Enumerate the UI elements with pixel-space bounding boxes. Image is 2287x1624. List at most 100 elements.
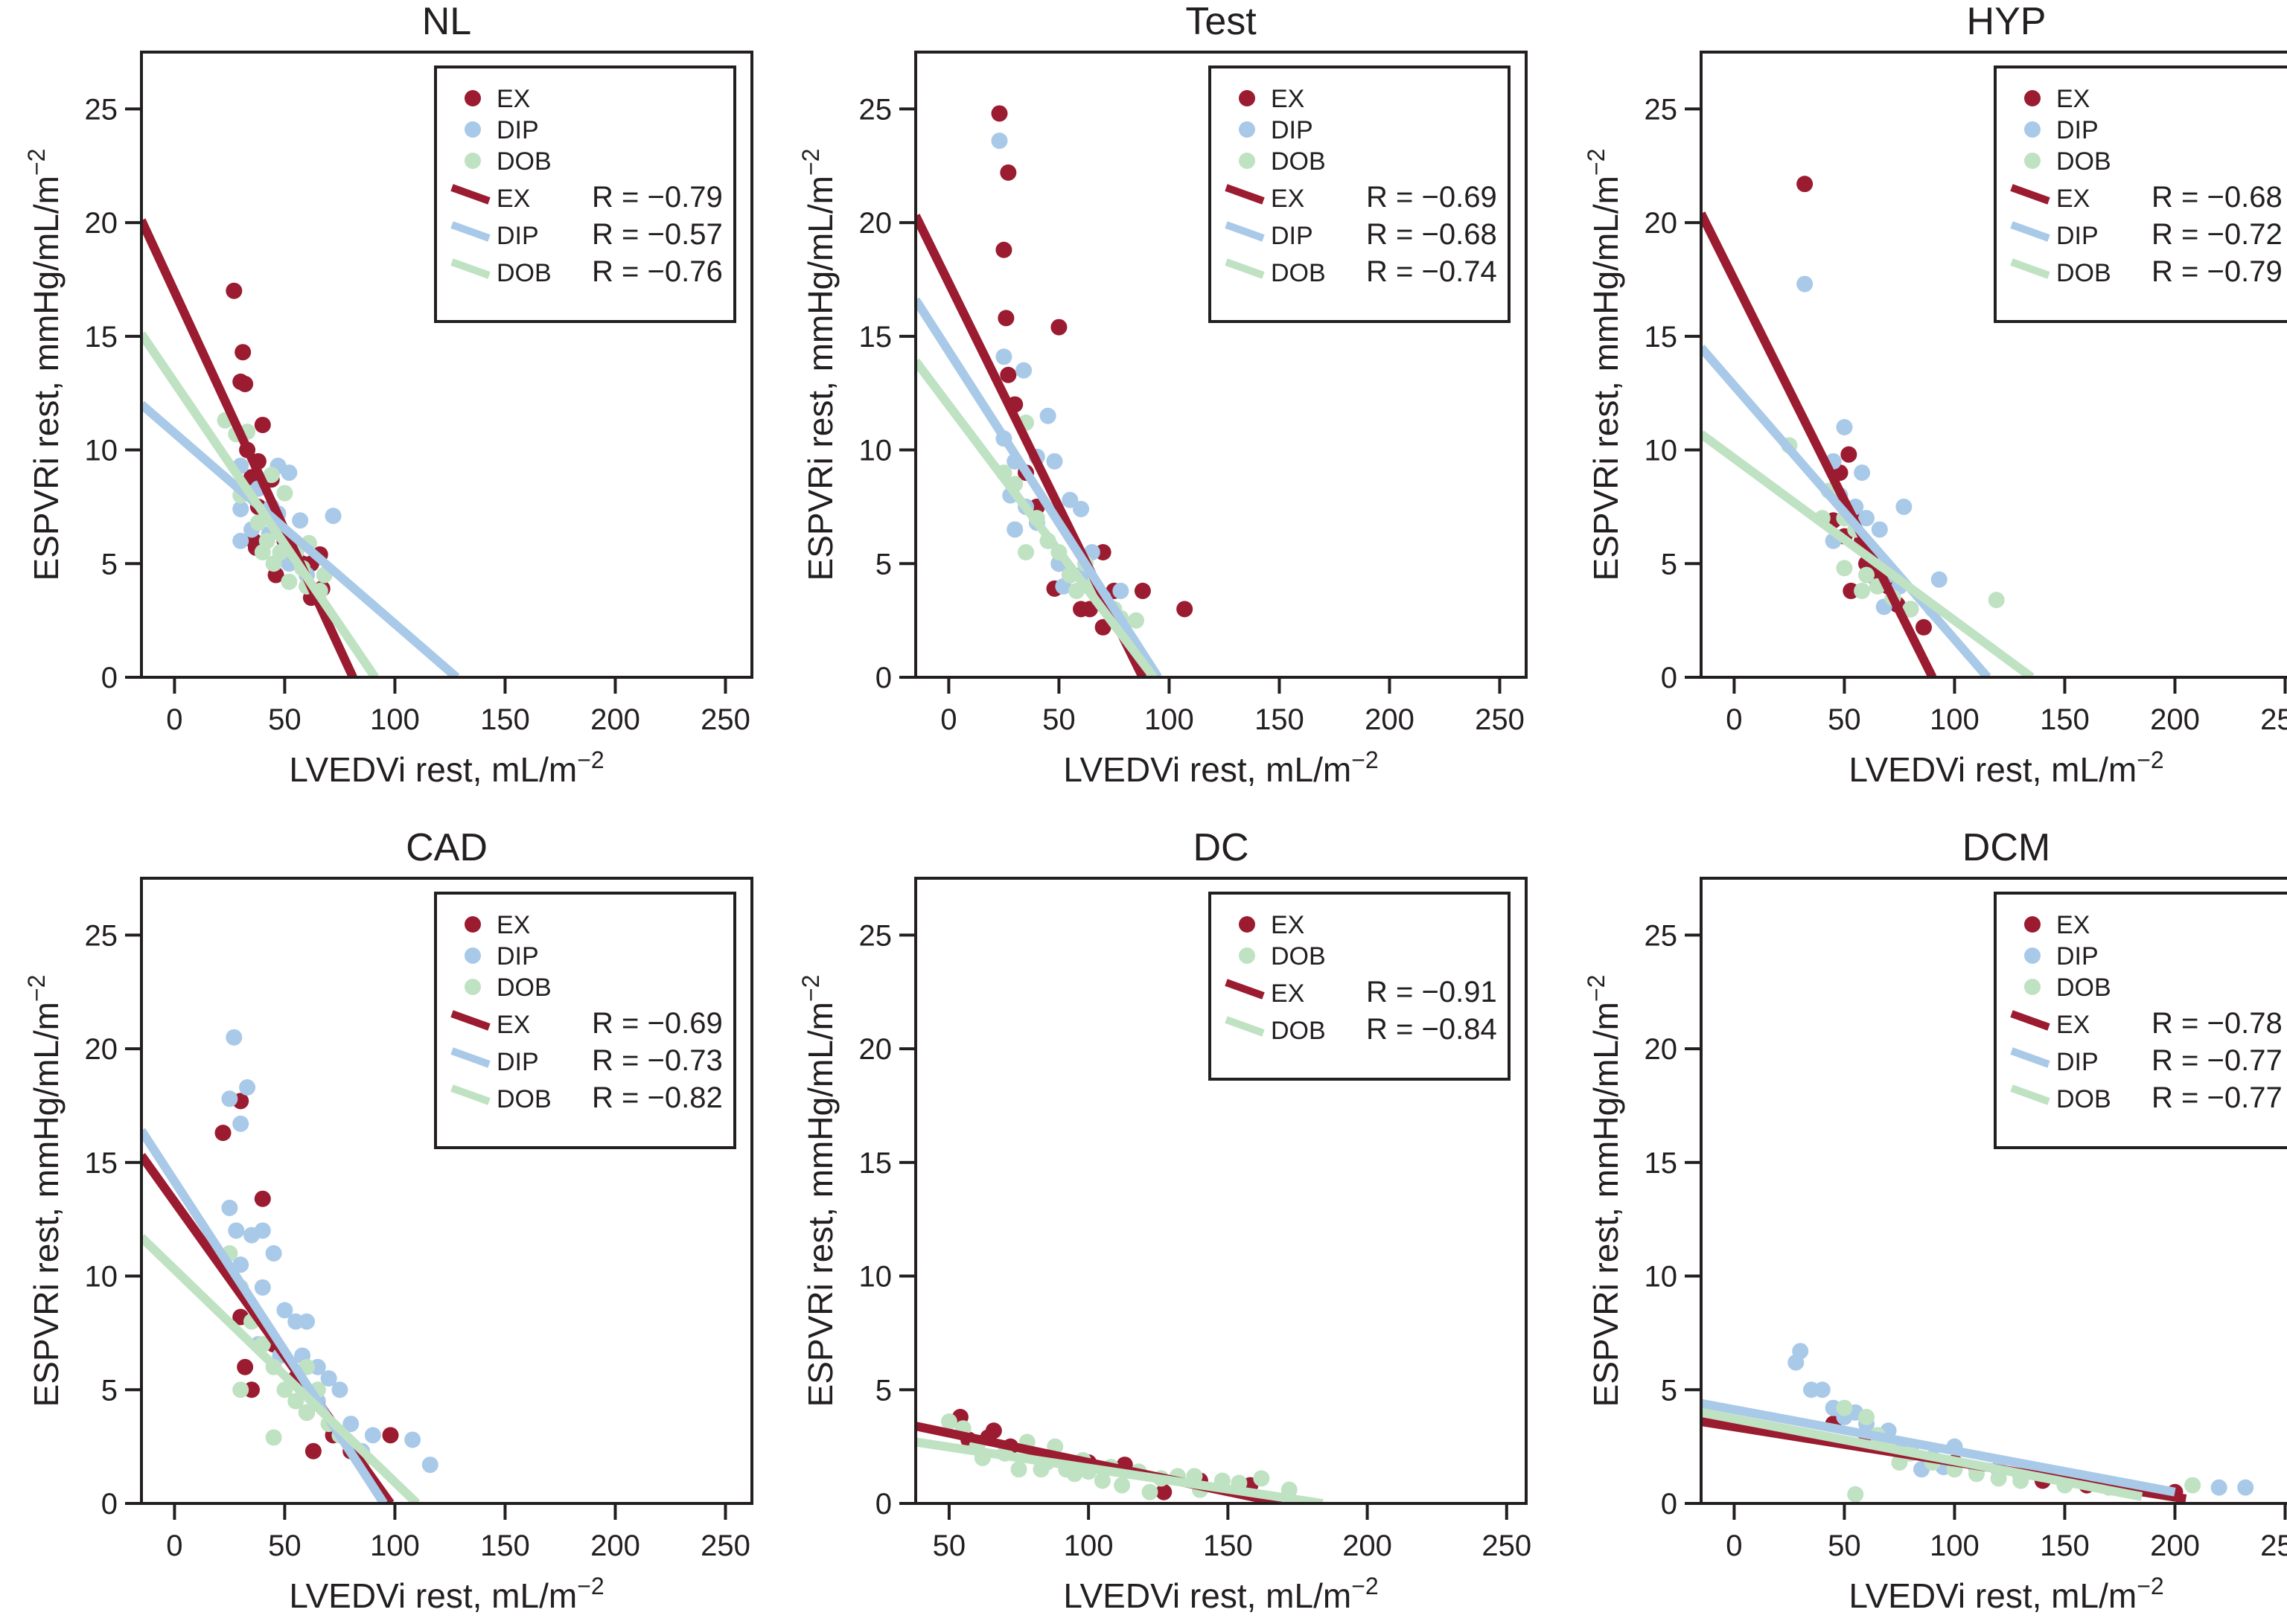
legend-r-value: R = −0.77: [2152, 1081, 2283, 1114]
data-point-dob: [276, 485, 293, 502]
plot-frame: [140, 877, 753, 1505]
x-axis-label: LVEDVi rest, mL/m−2: [1849, 747, 2163, 789]
data-point-ex: [995, 241, 1012, 258]
legend-line-ex: [1225, 979, 1265, 1000]
y-axis-label-text: ESPVRi rest, mmHg/mL/m: [27, 176, 66, 581]
data-point-dip: [2210, 1479, 2227, 1496]
data-point-dip: [331, 1381, 348, 1398]
data-point-dob: [1836, 1399, 1853, 1416]
y-tick-label: 10: [859, 1261, 893, 1294]
data-point-dob: [1010, 1461, 1027, 1478]
data-point-dip: [404, 1431, 421, 1448]
data-point-dob: [940, 1413, 957, 1430]
x-axis-label-text: LVEDVi rest, mL/m: [1849, 750, 2137, 789]
y-axis-label-exponent: −2: [1583, 149, 1610, 176]
legend-line-dob: [2010, 1084, 2050, 1105]
data-point-dip: [2237, 1479, 2254, 1496]
y-axis-label: ESPVRi rest, mmHg/mL/m−2: [1583, 149, 1625, 581]
legend-label: DIP: [497, 116, 539, 144]
data-point-dip: [1792, 1343, 1809, 1360]
x-tick-label: 250: [701, 703, 750, 736]
y-tick-label: 5: [1661, 548, 1677, 581]
legend-r-value: R = −0.82: [592, 1081, 723, 1114]
legend-line-dob: [2010, 258, 2050, 279]
y-tick-label: 5: [875, 1374, 892, 1407]
x-axis-label: LVEDVi rest, mL/m−2: [289, 1573, 604, 1615]
y-tick-label: 20: [859, 1033, 893, 1066]
data-point-dob: [281, 573, 298, 590]
legend: EX DIP DOB EX R = −0.68 DIP R = −0.72 DOB R = −0…: [1994, 65, 2287, 323]
data-point-dip: [232, 500, 249, 517]
legend-label: EX: [497, 185, 530, 213]
y-axis-label-exponent: −2: [797, 975, 824, 1002]
data-point-dip: [1854, 464, 1871, 482]
x-tick-label: 50: [1828, 703, 1861, 736]
legend-label: EX: [1271, 979, 1304, 1008]
legend-box: [1208, 65, 1511, 323]
legend-r-value: R = −0.79: [592, 181, 723, 214]
legend-label: EX: [2056, 1011, 2090, 1039]
legend-marker-ex: [465, 916, 481, 933]
data-point-dip: [239, 1079, 256, 1096]
legend-marker-dob: [1239, 947, 1255, 964]
x-tick-label: 50: [268, 703, 302, 736]
data-point-dip: [1871, 521, 1888, 538]
legend-r-value: R = −0.76: [592, 255, 723, 288]
legend-marker-ex: [1239, 90, 1255, 106]
x-tick-label: 200: [2150, 1529, 2200, 1562]
x-axis-label-exponent: −2: [577, 1573, 604, 1599]
x-axis-label-text: LVEDVi rest, mL/m: [1063, 1576, 1351, 1615]
y-axis-label-text: ESPVRi rest, mmHg/mL/m: [801, 176, 840, 581]
x-axis-label-text: LVEDVi rest, mL/m: [289, 1576, 577, 1615]
legend-line-dob: [450, 1084, 491, 1105]
x-tick-label: 150: [1203, 1529, 1253, 1562]
fit-line-dip: [141, 400, 460, 677]
y-tick-label: 20: [859, 207, 893, 240]
y-tick-label: 10: [859, 435, 893, 467]
data-point-ex: [1915, 618, 1932, 636]
chart-title: CAD: [406, 826, 488, 869]
chart-panel-hyp: HYP 0 50 100 150 200 250 0 5 10 15 20 25 LVEDVi rest,…: [1583, 0, 2287, 789]
y-tick-label: 15: [85, 321, 118, 354]
legend-label: DIP: [1271, 116, 1313, 144]
legend-marker-dip: [465, 947, 481, 964]
data-point-ex: [1050, 319, 1068, 336]
data-point-ex: [991, 105, 1008, 122]
legend-label: DOB: [497, 974, 552, 1002]
y-tick-label: 0: [875, 1488, 892, 1521]
fit-line-dob: [141, 331, 379, 677]
legend-label: DOB: [497, 1085, 552, 1113]
legend-marker-dip: [2024, 947, 2041, 964]
plot-frame: [140, 51, 753, 679]
y-tick-label: 10: [85, 435, 118, 467]
y-tick-label: 5: [101, 548, 118, 581]
chart-title: NL: [422, 0, 471, 43]
legend-label: EX: [2056, 85, 2090, 113]
data-point-dip: [342, 1416, 360, 1433]
legend-line-dip: [2010, 1047, 2050, 1068]
y-tick-label: 25: [1645, 93, 1678, 126]
y-axis-label-exponent: −2: [797, 149, 824, 176]
legend-label: EX: [497, 1011, 530, 1039]
x-axis-label-exponent: −2: [2137, 1573, 2163, 1599]
y-tick-label: 15: [1645, 1147, 1678, 1180]
legend-box: [1208, 892, 1511, 1081]
fit-line-dob: [1701, 1407, 2143, 1501]
x-tick-label: 150: [480, 703, 530, 736]
data-point-ex: [1094, 618, 1111, 636]
legend-line-dob: [1225, 258, 1265, 279]
legend-label: DIP: [1271, 222, 1313, 250]
data-point-dip: [226, 1029, 243, 1046]
chart-title: DC: [1193, 826, 1248, 869]
x-axis-label-text: LVEDVi rest, mL/m: [1849, 1576, 2137, 1615]
data-point-dip: [232, 532, 249, 549]
data-point-dip: [995, 348, 1012, 365]
x-axis-label-exponent: −2: [577, 747, 604, 773]
legend-label: DOB: [1271, 942, 1326, 971]
y-tick-label: 25: [1645, 919, 1678, 952]
y-tick-label: 0: [1661, 662, 1677, 694]
x-tick-label: 100: [370, 1529, 420, 1562]
legend-r-value: R = −0.74: [1366, 255, 1497, 288]
data-point-ex: [998, 310, 1015, 327]
data-point-dob: [265, 555, 282, 572]
